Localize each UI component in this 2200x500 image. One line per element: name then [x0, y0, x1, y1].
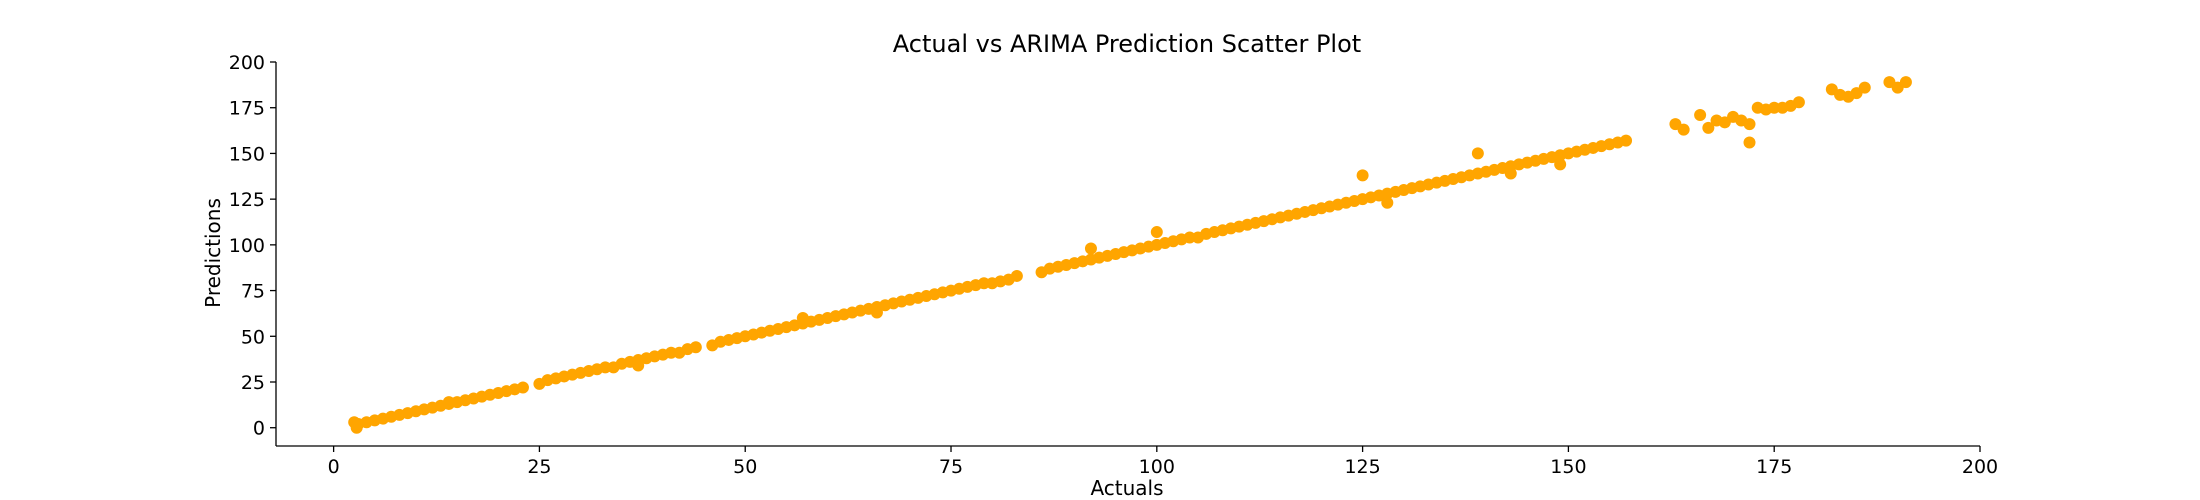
data-point — [796, 312, 809, 324]
data-point — [1504, 167, 1517, 180]
data-point — [689, 341, 702, 354]
data-point — [1702, 121, 1715, 134]
data-point — [1356, 169, 1369, 182]
data-point — [632, 359, 645, 372]
data-point — [1743, 136, 1756, 149]
x-tick-label: 150 — [1550, 456, 1586, 478]
data-point — [1768, 101, 1781, 114]
data-points — [348, 76, 1912, 434]
y-axis-ticks: 0 25 50 75 100 125 150 175 200 — [229, 52, 276, 440]
data-point — [1381, 196, 1394, 209]
data-point — [977, 277, 990, 290]
chart-title: Actual vs ARIMA Prediction Scatter Plot — [893, 30, 1361, 58]
plot-area: 0 25 50 75 100 125 150 175 200 0 25 50 75 100 125 150 1… — [229, 52, 1998, 478]
data-point — [1010, 269, 1023, 282]
data-point — [1858, 81, 1871, 94]
x-tick-label: 100 — [1139, 456, 1175, 478]
data-point — [1183, 231, 1196, 244]
y-tick-label: 25 — [241, 372, 265, 394]
data-point — [1792, 96, 1805, 109]
data-point — [1554, 158, 1567, 171]
data-point — [1084, 242, 1097, 255]
data-point — [1620, 134, 1633, 147]
data-point — [1677, 123, 1690, 136]
x-tick-label: 175 — [1756, 456, 1792, 478]
data-point — [1471, 147, 1484, 160]
y-tick-label: 50 — [241, 326, 265, 348]
y-tick-label: 200 — [229, 52, 265, 74]
data-point — [1743, 118, 1756, 131]
x-tick-label: 25 — [527, 456, 551, 478]
x-axis-ticks: 0 25 50 75 100 125 150 175 200 — [328, 446, 1998, 478]
x-axis-label: Actuals — [1090, 476, 1163, 500]
data-point — [870, 306, 883, 319]
y-tick-label: 150 — [229, 143, 265, 165]
x-tick-label: 50 — [733, 456, 757, 478]
x-tick-label: 200 — [1962, 456, 1998, 478]
x-tick-label: 125 — [1344, 456, 1380, 478]
data-point — [442, 396, 455, 409]
data-point — [516, 381, 529, 394]
x-tick-label: 0 — [328, 456, 340, 478]
x-tick-label: 75 — [939, 456, 963, 478]
data-point — [665, 346, 678, 359]
y-tick-label: 0 — [253, 418, 265, 440]
y-axis-label: Predictions — [201, 198, 225, 308]
y-tick-label: 100 — [229, 235, 265, 257]
data-point — [599, 361, 612, 374]
y-tick-label: 125 — [229, 189, 265, 211]
data-point — [1150, 226, 1163, 239]
data-point — [1899, 76, 1912, 89]
data-point — [1694, 109, 1707, 122]
y-tick-label: 175 — [229, 98, 265, 120]
data-point — [350, 421, 363, 434]
y-tick-label: 75 — [241, 281, 265, 303]
